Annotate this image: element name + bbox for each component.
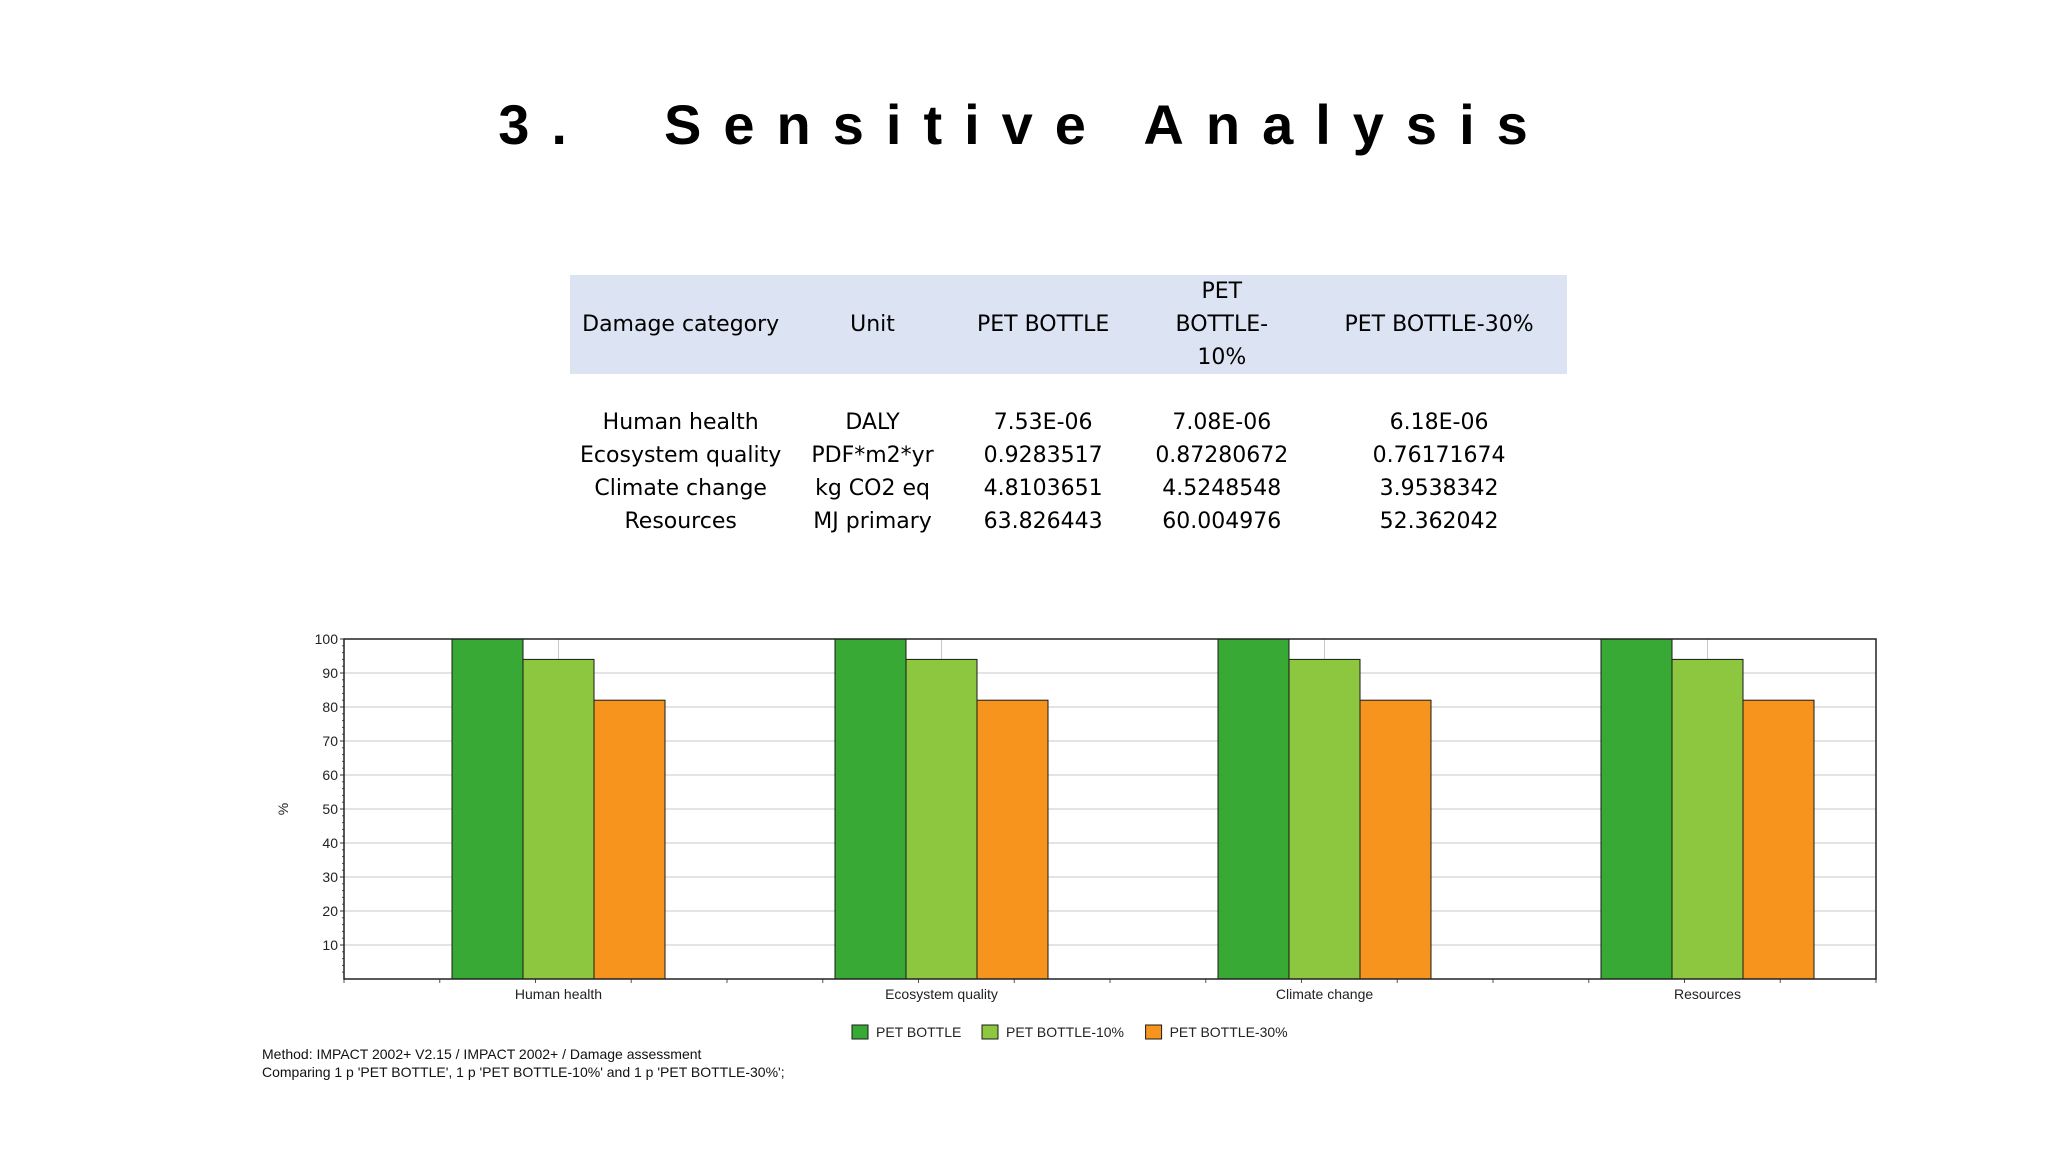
table-row: Climate change kg CO2 eq 4.8103651 4.524… [570, 472, 1567, 505]
cell-value: 63.826443 [983, 509, 1103, 534]
legend-swatch [851, 1024, 869, 1040]
y-tick-label: 90 [322, 665, 338, 681]
cell-unit: PDF*m2*yr [811, 443, 934, 468]
y-tick-label: 60 [322, 767, 338, 783]
bar [1742, 699, 1815, 980]
bar [1359, 699, 1432, 980]
cell-value: 7.53E-06 [993, 410, 1093, 435]
y-tick-label: 30 [322, 869, 338, 885]
cell-value: 0.87280672 [1155, 443, 1289, 468]
header-pet-bottle-10: PET BOTTLE-10% [1132, 275, 1312, 374]
bar [522, 658, 595, 980]
damage-table: Damage category Unit PET BOTTLE PET BOTT… [570, 275, 1567, 538]
y-tick-label: 80 [322, 699, 338, 715]
header-pet-bottle-10-label: PET BOTTLE-10% [1175, 279, 1269, 370]
plot-frame [343, 638, 1877, 980]
cell-value: 52.362042 [1379, 509, 1499, 534]
bar [1288, 658, 1361, 980]
cell-value: 4.5248548 [1162, 476, 1282, 501]
cell-unit: DALY [845, 410, 900, 435]
bar [451, 638, 524, 980]
cell-category: Ecosystem quality [580, 443, 782, 468]
cell-value: 60.004976 [1162, 509, 1282, 534]
cell-category: Climate change [594, 476, 767, 501]
legend-swatch [981, 1024, 999, 1040]
y-tick-label: 50 [322, 801, 338, 817]
bar [1671, 658, 1744, 980]
cell-category: Resources [624, 509, 737, 534]
header-unit: Unit [791, 275, 954, 374]
cell-value: 6.18E-06 [1389, 410, 1489, 435]
bar [976, 699, 1049, 980]
header-pet-bottle: PET BOTTLE [953, 275, 1133, 374]
damage-bar-chart: 10 20 30 40 50 60 70 80 90 100 Human health Ecosyst… [275, 631, 1877, 1040]
cell-value: 4.8103651 [983, 476, 1103, 501]
header-damage-category: Damage category [570, 275, 792, 374]
y-tick-label: 10 [322, 937, 338, 953]
x-tick-label: Resources [1674, 986, 1741, 1002]
cell-unit: kg CO2 eq [815, 476, 930, 501]
table-row: Ecosystem quality PDF*m2*yr 0.9283517 0.… [570, 439, 1567, 472]
y-tick-label: 40 [322, 835, 338, 851]
page-title: 3. Sensitive Analysis [498, 93, 1550, 156]
y-tick-label: 20 [322, 903, 338, 919]
cell-value: 0.9283517 [983, 443, 1103, 468]
legend-label: PET BOTTLE [876, 1024, 961, 1040]
method-note: Method: IMPACT 2002+ V2.15 / IMPACT 2002… [262, 1046, 702, 1062]
table-row: Human health DALY 7.53E-06 7.08E-06 6.18… [570, 406, 1567, 439]
legend-label: PET BOTTLE-30% [1170, 1024, 1288, 1040]
cell-value: 3.9538342 [1379, 476, 1499, 501]
y-tick-label: 100 [315, 631, 339, 647]
bar [834, 638, 907, 980]
cell-category: Human health [602, 410, 759, 435]
table-spacer [570, 374, 1567, 406]
y-axis-label: % [275, 803, 291, 815]
legend-swatch [1145, 1024, 1163, 1040]
bar [593, 699, 666, 980]
bar [1217, 638, 1290, 980]
x-tick-label: Climate change [1276, 986, 1373, 1002]
x-tick-label: Ecosystem quality [885, 986, 998, 1002]
table-row: Resources MJ primary 63.826443 60.004976… [570, 505, 1567, 538]
bar [905, 658, 978, 980]
cell-unit: MJ primary [813, 509, 932, 534]
header-pet-bottle-30: PET BOTTLE-30% [1311, 275, 1567, 374]
cell-value: 7.08E-06 [1172, 410, 1272, 435]
bar [1600, 638, 1673, 980]
cell-value: 0.76171674 [1372, 443, 1506, 468]
x-tick-label: Human health [515, 986, 602, 1002]
comparing-note: Comparing 1 p 'PET BOTTLE', 1 p 'PET BOT… [262, 1064, 785, 1080]
y-tick-label: 70 [322, 733, 338, 749]
table-header-row: Damage category Unit PET BOTTLE PET BOTT… [570, 275, 1567, 374]
legend-label: PET BOTTLE-10% [1006, 1024, 1124, 1040]
